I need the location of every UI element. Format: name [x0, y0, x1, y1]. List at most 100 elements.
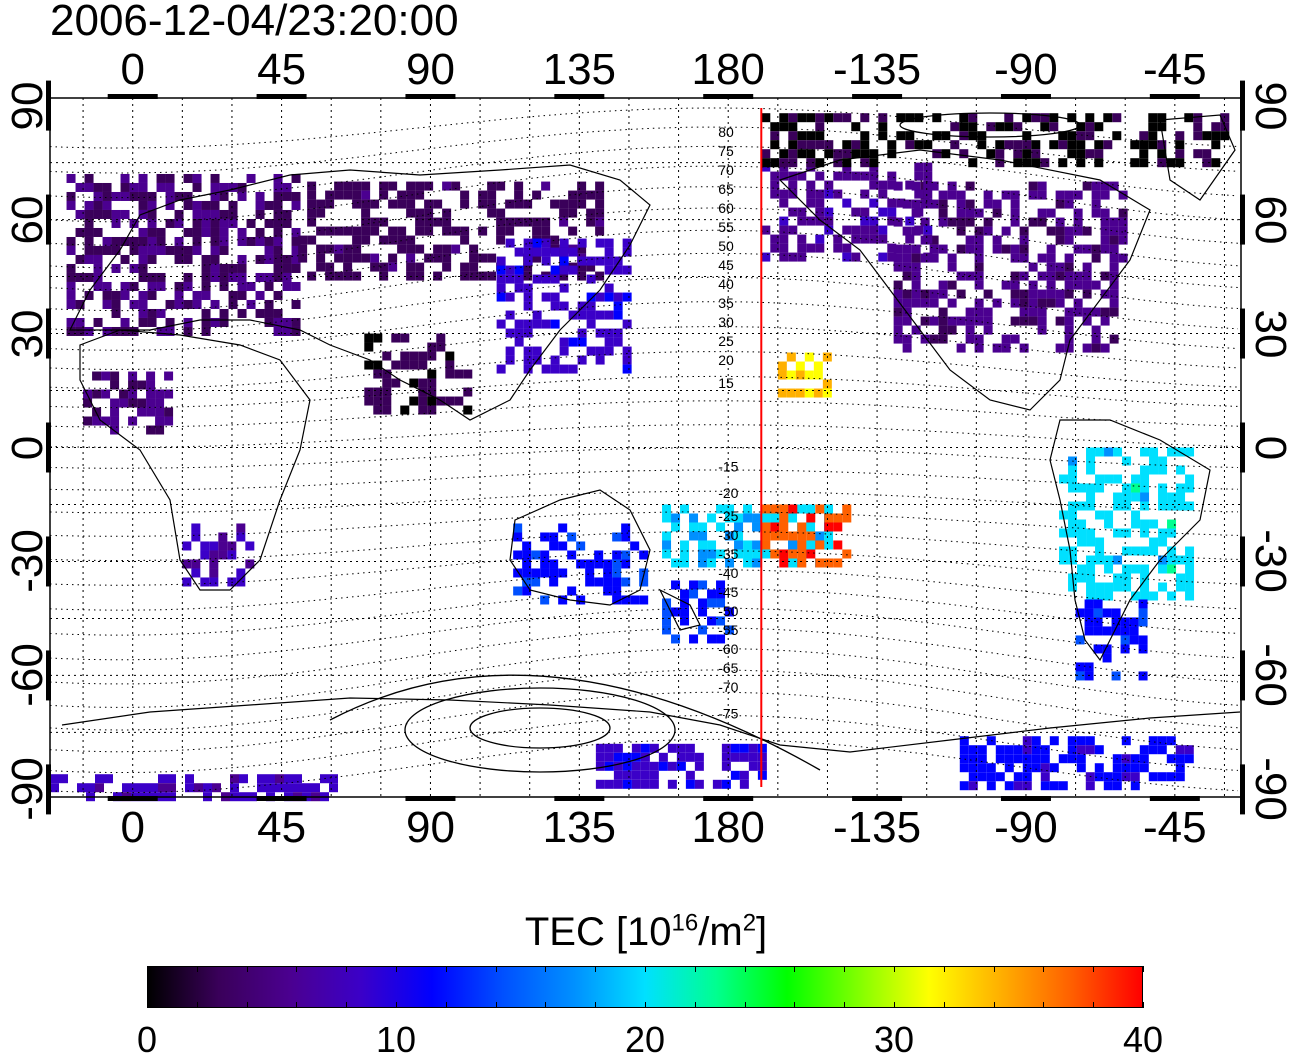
mlat-contour — [49, 588, 1239, 636]
right-tick-bar — [1240, 308, 1245, 359]
left-lat-tick-label: -90 — [3, 757, 52, 822]
tec-region-antarctica-3 — [959, 736, 1194, 791]
left-tick-bar — [46, 308, 51, 359]
colorbar-minor-tick — [296, 966, 298, 972]
top-tick-bar — [554, 94, 605, 99]
left-tick-bar — [46, 650, 51, 701]
mlat-contour — [49, 447, 1239, 469]
colorbar-tick-label: 0 — [136, 1019, 158, 1060]
coastline-south-america — [1049, 419, 1211, 662]
right-tick-bar — [1240, 536, 1245, 587]
tec-data-layer — [50, 113, 1230, 802]
bottom-tick-bar — [852, 796, 903, 801]
bottom-lon-tick-label: 180 — [691, 803, 765, 852]
bottom-tick-bar — [107, 796, 158, 801]
tec-region-europe — [66, 173, 301, 336]
mlat-contour — [49, 252, 1239, 312]
colorbar-minor-tick — [296, 1002, 298, 1008]
colorbar-minor-tick — [246, 966, 248, 972]
colorbar-minor-tick — [844, 966, 846, 972]
colorbar-minor-tick — [993, 1002, 995, 1008]
colorbar-tick-label: 10 — [375, 1019, 417, 1060]
left-tick-bar — [46, 80, 51, 131]
colorbar-minor-tick — [445, 1002, 447, 1008]
colorbar-minor-tick — [545, 966, 547, 972]
colorbar-tick-label: 40 — [1122, 1019, 1164, 1060]
contour-label: -25 — [718, 508, 738, 524]
mlat-contour — [49, 511, 1239, 537]
bottom-tick-bar — [1149, 796, 1200, 801]
top-lon-tick-label: 180 — [691, 45, 765, 94]
bottom-lon-tick-label: 45 — [257, 803, 307, 852]
colorbar-minor-tick — [844, 1002, 846, 1008]
mlat-contour — [49, 126, 1239, 174]
tec-region-east-asia — [496, 238, 632, 374]
bottom-lon-tick-label: -135 — [833, 803, 922, 852]
mlat-contour — [49, 531, 1239, 561]
left-tick-bar — [46, 422, 51, 473]
tec-region-antarctica-1 — [595, 743, 767, 789]
right-lat-tick-label: 30 — [1246, 309, 1292, 359]
contour-label: 50 — [718, 238, 734, 254]
contour-label: -75 — [718, 705, 738, 721]
top-lon-tick-label: -45 — [1143, 45, 1207, 94]
right-lat-tick-label: -90 — [1246, 757, 1292, 822]
timestamp-title: 2006-12-04/23:20:00 — [50, 0, 459, 45]
top-tick-bar — [852, 94, 903, 99]
mlat-contour — [49, 351, 1239, 389]
left-tick-bar — [46, 194, 51, 245]
right-tick-bar — [1240, 194, 1245, 245]
right-tick-bar — [1240, 650, 1245, 701]
top-tick-bar — [107, 94, 158, 99]
colorbar-minor-tick — [794, 1002, 796, 1008]
colorbar-minor-tick — [1043, 1002, 1045, 1008]
colorbar-minor-tick — [645, 966, 646, 972]
colorbar-minor-tick — [196, 966, 198, 972]
left-lat-tick-label: -30 — [3, 529, 52, 594]
colorbar-minor-tick — [346, 1002, 348, 1008]
bottom-lon-tick-label: 90 — [405, 803, 455, 852]
mlat-contour — [49, 145, 1239, 199]
tec-region-new-zealand — [662, 580, 735, 644]
contour-label: 65 — [718, 181, 734, 197]
mlat-contour — [49, 276, 1239, 332]
contour-label: -35 — [718, 546, 738, 562]
colorbar-minor-tick — [894, 966, 895, 972]
tec-region-pacific-hot — [761, 504, 852, 568]
tec-region-africa-north — [83, 371, 174, 435]
bottom-lon-tick-label: 135 — [542, 803, 617, 852]
bottom-lon-tick-label: 0 — [120, 803, 145, 852]
colorbar-minor-tick — [943, 966, 945, 972]
mlat-contour — [49, 186, 1239, 246]
colorbar-minor-tick — [794, 966, 796, 972]
contour-labels: 80 75 70 65 60 55 50 45 40 35 30 25 20 15 -15 -20 -25 -30… — [718, 124, 738, 721]
top-lon-tick-label: -90 — [994, 45, 1058, 94]
left-lat-tick-label: 0 — [3, 435, 52, 460]
right-lat-tick-label: 60 — [1246, 195, 1292, 245]
mlat-contour — [49, 400, 1239, 428]
colorbar-minor-tick — [1043, 966, 1045, 972]
mlat-contour — [49, 207, 1239, 269]
top-tick-bar — [1149, 94, 1200, 99]
left-lat-tick-label: 60 — [3, 195, 52, 245]
mlat-contour — [49, 550, 1239, 586]
grid-lines — [50, 98, 1241, 797]
colorbar-tick-label: 20 — [624, 1019, 666, 1060]
contour-label: 75 — [718, 143, 734, 159]
tec-region-patagonia — [1075, 599, 1148, 681]
right-lat-tick-label: -60 — [1246, 643, 1292, 708]
coastline-australia — [509, 489, 651, 606]
colorbar-minor-tick — [445, 966, 447, 972]
bottom-tick-bar — [703, 796, 754, 801]
mlat-contour — [49, 165, 1239, 223]
contour-label: 55 — [718, 219, 734, 235]
coastline-africa — [79, 329, 311, 591]
colorbar-tick-label: 30 — [873, 1019, 915, 1060]
mlat-contour — [49, 569, 1239, 611]
contour-label: -15 — [718, 458, 738, 474]
right-tick-bar — [1240, 80, 1245, 131]
mlat-contour — [49, 301, 1239, 351]
tec-region-australia — [513, 523, 649, 605]
mlat-contour — [49, 490, 1239, 514]
colorbar-minor-tick — [545, 1002, 547, 1008]
